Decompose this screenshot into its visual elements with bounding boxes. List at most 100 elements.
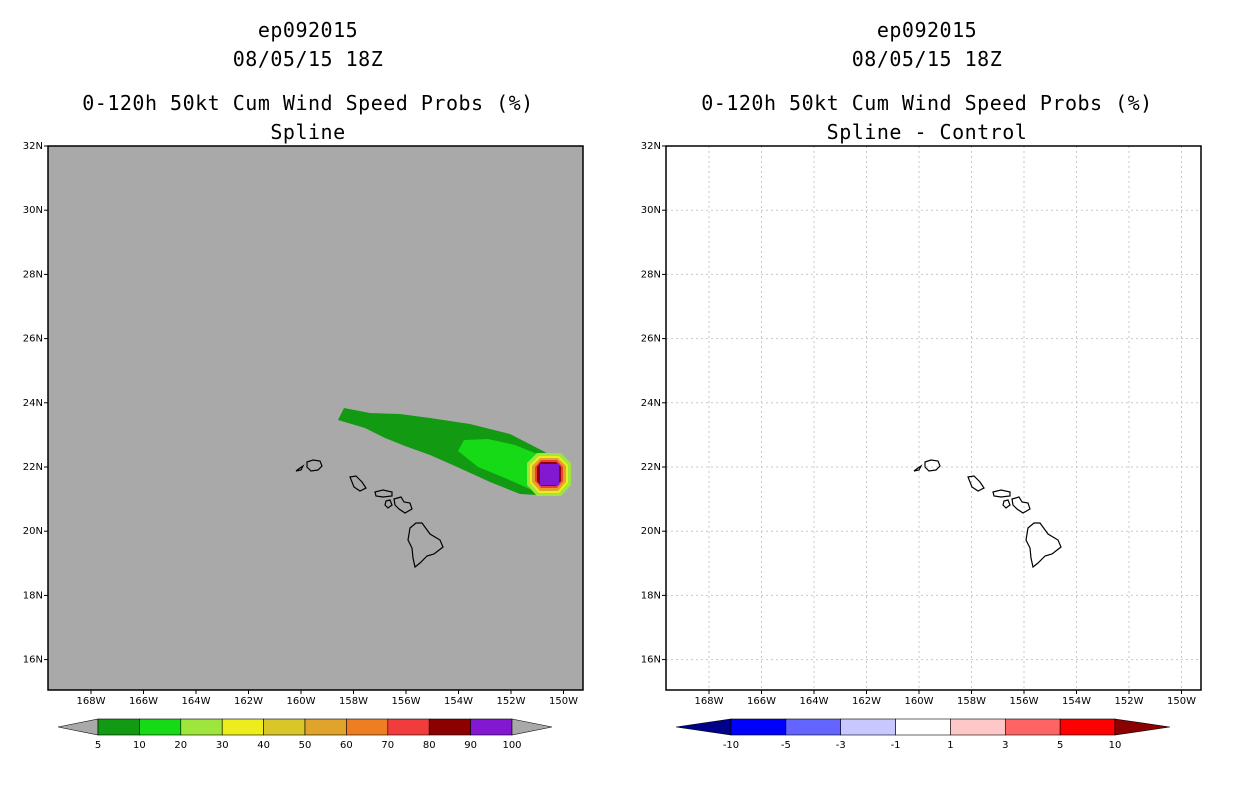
colorbar-label: -5 <box>781 740 791 751</box>
lat-label: 32N <box>641 141 661 152</box>
lat-label: 22N <box>641 462 661 473</box>
colorbar-swatch <box>1004 718 1061 736</box>
right-gridlines <box>666 146 1201 690</box>
lon-label: 156W <box>392 696 421 707</box>
colorbar-label: -10 <box>723 740 739 751</box>
colorbar-label: 20 <box>174 740 187 751</box>
right-storm-id: ep092015 <box>876 18 978 42</box>
colorbar-label: 5 <box>1057 740 1063 751</box>
lon-label: 166W <box>747 696 776 707</box>
colorbar-swatch <box>730 718 787 736</box>
lat-label: 20N <box>641 526 661 537</box>
lat-label: 28N <box>23 269 43 280</box>
right-lat-axis: 32N 30N 28N 26N 24N 22N 20N 18N 16N <box>641 141 666 666</box>
lat-label: 24N <box>641 398 661 409</box>
left-lat-axis: 32N 30N 28N 26N 24N 22N 20N 18N 16N <box>23 141 48 666</box>
right-datetime: 08/05/15 18Z <box>851 47 1003 71</box>
lon-label: 152W <box>1115 696 1144 707</box>
lon-label: 164W <box>800 696 829 707</box>
colorbar-label: 100 <box>502 740 521 751</box>
colorbar-swatch <box>1059 718 1116 736</box>
lat-label: 18N <box>641 590 661 601</box>
lon-label: 160W <box>287 696 316 707</box>
left-colorbar: 5 10 20 30 40 50 60 70 80 90 100 <box>57 718 553 751</box>
colorbar-label: 1 <box>947 740 953 751</box>
right-product-title: 0-120h 50kt Cum Wind Speed Probs (%) <box>701 91 1153 115</box>
lon-label: 156W <box>1010 696 1039 707</box>
colorbar-label: 5 <box>95 740 101 751</box>
lon-label: 168W <box>695 696 724 707</box>
left-map: 32N 30N 28N 26N 24N 22N 20N 18N 16N 168W 166W 164W… <box>23 141 584 751</box>
colorbar-label: 90 <box>464 740 477 751</box>
left-lon-axis: 168W 166W 164W 162W 160W 158W 156W 154W 152W 150W <box>77 690 578 707</box>
colorbar-label: -3 <box>836 740 846 751</box>
lon-label: 158W <box>957 696 986 707</box>
colorbar-label: 70 <box>381 740 394 751</box>
colorbar-swatch <box>470 718 513 736</box>
left-map-background <box>48 146 583 690</box>
lon-label: 158W <box>339 696 368 707</box>
colorbar-swatch <box>97 718 140 736</box>
right-subtitle: Spline - Control <box>826 120 1028 144</box>
prob-contour-100 <box>540 464 559 485</box>
left-storm-id: ep092015 <box>257 18 359 42</box>
lat-label: 22N <box>23 462 43 473</box>
lat-label: 28N <box>641 269 661 280</box>
colorbar-label: 40 <box>257 740 270 751</box>
lon-label: 150W <box>549 696 578 707</box>
colorbar-label: 3 <box>1002 740 1008 751</box>
colorbar-swatch <box>304 718 347 736</box>
lat-label: 18N <box>23 590 43 601</box>
colorbar-label: 10 <box>1109 740 1122 751</box>
colorbar-swatch <box>950 718 1006 736</box>
lat-label: 30N <box>23 205 43 216</box>
lon-label: 154W <box>444 696 473 707</box>
left-subtitle: Spline <box>270 120 346 144</box>
colorbar-label: 30 <box>216 740 229 751</box>
colorbar-arrow-high <box>1114 718 1171 736</box>
lat-label: 30N <box>641 205 661 216</box>
colorbar-label: 60 <box>340 740 353 751</box>
lat-label: 16N <box>23 655 43 666</box>
colorbar-arrow-high <box>511 718 553 736</box>
lon-label: 168W <box>77 696 106 707</box>
left-datetime: 08/05/15 18Z <box>232 47 384 71</box>
lon-label: 164W <box>182 696 211 707</box>
colorbar-swatch <box>139 718 182 736</box>
lat-label: 26N <box>641 334 661 345</box>
right-map-frame <box>665 145 1202 691</box>
lon-label: 166W <box>129 696 158 707</box>
colorbar-swatch <box>263 718 306 736</box>
colorbar-arrow-low <box>675 718 732 736</box>
right-colorbar: -10 -5 -3 -1 1 3 5 10 <box>675 718 1171 751</box>
lat-label: 32N <box>23 141 43 152</box>
right-map: 32N 30N 28N 26N 24N 22N 20N 18N 16N 168W 166W 164W… <box>641 141 1202 751</box>
lon-label: 162W <box>234 696 263 707</box>
colorbar-label: 80 <box>423 740 436 751</box>
left-product-title: 0-120h 50kt Cum Wind Speed Probs (%) <box>82 91 534 115</box>
lat-label: 20N <box>23 526 43 537</box>
colorbar-label: -1 <box>891 740 901 751</box>
right-map-background <box>666 146 1201 690</box>
lat-label: 26N <box>23 334 43 345</box>
lon-label: 150W <box>1167 696 1196 707</box>
colorbar-swatch <box>895 718 951 736</box>
lat-label: 24N <box>23 398 43 409</box>
left-map-frame <box>47 145 584 691</box>
colorbar-swatch <box>840 718 896 736</box>
lon-label: 152W <box>497 696 526 707</box>
lon-label: 160W <box>905 696 934 707</box>
colorbar-swatch <box>221 718 264 736</box>
lat-label: 16N <box>641 655 661 666</box>
colorbar-swatch <box>387 718 430 736</box>
lon-label: 154W <box>1062 696 1091 707</box>
colorbar-arrow-low <box>57 718 99 736</box>
right-lon-axis: 168W 166W 164W 162W 160W 158W 156W 154W 152W 150W <box>695 690 1196 707</box>
colorbar-label: 10 <box>133 740 146 751</box>
colorbar-swatch <box>785 718 842 736</box>
colorbar-swatch <box>428 718 471 736</box>
lon-label: 162W <box>852 696 881 707</box>
colorbar-swatch <box>346 718 389 736</box>
colorbar-swatch <box>180 718 223 736</box>
